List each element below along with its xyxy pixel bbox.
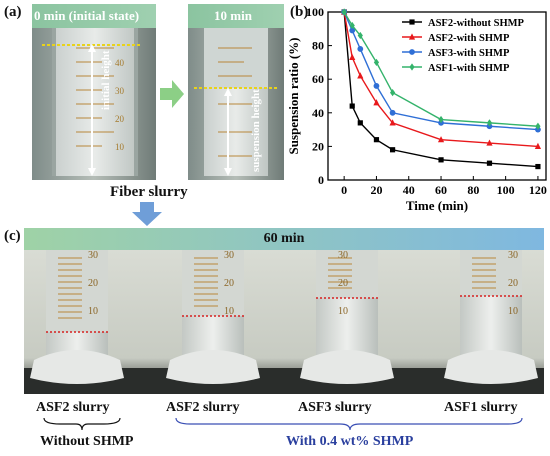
label-asf3-with: ASF3 slurry: [298, 400, 372, 415]
legend-label-2: ASF3-with SHMP: [428, 48, 510, 59]
c4-mark-30: 30: [508, 250, 518, 261]
series-1-point: [389, 119, 396, 126]
series-0-point: [535, 163, 541, 170]
series-0-point: [357, 120, 363, 126]
series-3-point: [438, 115, 444, 124]
scale-mark-30-left: 30: [115, 86, 124, 96]
series-1-point: [357, 72, 364, 79]
legend-marker-1: [408, 33, 416, 40]
x-tick-label: 100: [497, 183, 515, 197]
group-with-shmp: With 0.4 wt% SHMP: [286, 434, 414, 449]
series-line-2: [343, 11, 538, 131]
scale-mark-20-left: 20: [115, 114, 124, 124]
sixty-min-title: 60 min: [263, 231, 305, 246]
legend-marker-3: [409, 63, 415, 71]
c2-mark-10: 10: [224, 306, 234, 317]
scale-mark-40-left: 40: [115, 58, 124, 68]
arrow-down-icon: [132, 202, 162, 226]
series-1-point: [349, 53, 356, 60]
panel-label-b: (b): [290, 4, 309, 20]
x-tick-label: 80: [467, 183, 479, 197]
series-0-point: [389, 147, 396, 153]
fiber-slurry-caption: Fiber slurry: [110, 184, 188, 200]
series-2-point: [389, 109, 396, 116]
series-1-point: [534, 142, 542, 149]
initial-height-label: initial height: [100, 50, 112, 110]
series-2-point: [357, 46, 364, 52]
series-0-point: [349, 103, 355, 109]
photo-initial-state: [32, 4, 156, 180]
scale-mark-10-left: 10: [115, 142, 124, 152]
c1-mark-10: 10: [88, 306, 98, 317]
sixty-min-title-bar: 60 min: [24, 228, 544, 250]
photo-60-min-cylinders: [24, 250, 544, 394]
label-asf1-with: ASF1 slurry: [444, 400, 518, 415]
legend-label-0: ASF2-without SHMP: [428, 18, 525, 29]
x-tick-label: 20: [370, 183, 382, 197]
arrow-right-icon: [160, 80, 184, 108]
initial-state-title: 0 min (initial state): [34, 8, 140, 23]
legend-marker-2: [409, 49, 415, 55]
y-tick-label: 0: [318, 173, 324, 187]
series-0-point: [438, 157, 444, 163]
plot-frame: [327, 11, 547, 181]
panel-label-a: (a): [4, 4, 22, 20]
group-brackets: [43, 417, 523, 431]
photo-10-min: [188, 4, 284, 180]
x-axis-label: Time (min): [406, 198, 468, 213]
panel-label-c: (c): [4, 228, 21, 244]
c1-mark-20: 20: [88, 278, 98, 289]
y-tick-label: 80: [312, 39, 324, 53]
series-0-point: [373, 137, 380, 143]
series-0-point: [486, 160, 493, 166]
series-3-point: [357, 31, 363, 40]
c2-mark-30: 30: [224, 250, 234, 261]
c3-mark-30: 30: [338, 250, 348, 261]
y-tick-label: 60: [312, 72, 324, 86]
series-line-1: [343, 11, 538, 148]
label-asf2-without: ASF2 slurry: [36, 400, 110, 415]
x-tick-label: 40: [403, 183, 415, 197]
y-tick-label: 20: [312, 139, 324, 153]
group-without-shmp: Without SHMP: [40, 434, 134, 449]
x-tick-label: 0: [341, 183, 347, 197]
c4-mark-20: 20: [508, 278, 518, 289]
series-2-point: [349, 27, 356, 34]
legend-marker-0: [409, 19, 415, 25]
y-tick-label: 100: [306, 5, 324, 19]
series-1-point: [486, 139, 493, 146]
c3-mark-20: 20: [338, 278, 348, 289]
series-1-point: [437, 136, 445, 143]
suspension-ratio-chart: 0 20 40 60 80 100 120 0 20 40 60 80 100 Time (min) Sus…: [286, 5, 547, 213]
y-axis-label: Suspension ratio (%): [286, 37, 301, 154]
c4-mark-10: 10: [508, 306, 518, 317]
y-tick-label: 40: [312, 106, 324, 120]
suspension-height-label: suspension height: [250, 89, 262, 172]
series-3-point: [389, 89, 396, 97]
label-asf2-with: ASF2 slurry: [166, 400, 240, 415]
c1-mark-30: 30: [88, 250, 98, 261]
series-line-0: [343, 11, 538, 168]
ten-min-title: 10 min: [214, 8, 252, 23]
x-tick-label: 120: [529, 183, 547, 197]
series-3-point: [349, 21, 355, 30]
legend-label-3: ASF1-with SHMP: [428, 63, 510, 74]
legend-label-1: ASF2-with SHMP: [428, 33, 510, 44]
series-1-point: [373, 99, 380, 106]
c3-mark-10: 10: [338, 306, 348, 317]
c2-mark-20: 20: [224, 278, 234, 289]
series-2-point: [373, 83, 380, 89]
x-tick-label: 60: [435, 183, 447, 197]
